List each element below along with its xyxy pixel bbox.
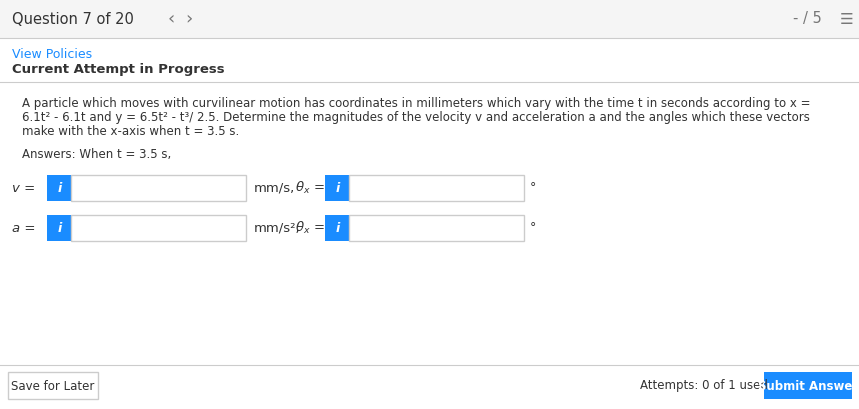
Text: i: i bbox=[336, 222, 340, 234]
FancyBboxPatch shape bbox=[8, 372, 98, 399]
Text: ‹: ‹ bbox=[168, 10, 175, 28]
Text: - / 5: - / 5 bbox=[793, 11, 822, 27]
FancyBboxPatch shape bbox=[764, 372, 852, 399]
Text: $\theta_x$ =: $\theta_x$ = bbox=[295, 180, 325, 196]
Text: i: i bbox=[336, 182, 340, 195]
FancyBboxPatch shape bbox=[325, 175, 351, 201]
Text: a =: a = bbox=[12, 222, 35, 234]
FancyBboxPatch shape bbox=[349, 215, 524, 241]
Text: Save for Later: Save for Later bbox=[11, 380, 94, 393]
Text: Answers: When t = 3.5 s,: Answers: When t = 3.5 s, bbox=[22, 148, 171, 161]
FancyBboxPatch shape bbox=[47, 175, 73, 201]
Text: °: ° bbox=[530, 222, 536, 234]
FancyBboxPatch shape bbox=[71, 215, 246, 241]
FancyBboxPatch shape bbox=[71, 175, 246, 201]
Text: i: i bbox=[58, 182, 62, 195]
Text: ›: › bbox=[185, 10, 192, 28]
Text: Submit Answer: Submit Answer bbox=[758, 380, 858, 393]
Text: mm/s,: mm/s, bbox=[254, 182, 295, 195]
Text: °: ° bbox=[530, 182, 536, 195]
Text: make with the x-axis when t = 3.5 s.: make with the x-axis when t = 3.5 s. bbox=[22, 125, 240, 138]
FancyBboxPatch shape bbox=[0, 38, 859, 409]
Text: 6.1t² - 6.1t and y = 6.5t² - t³/ 2.5. Determine the magnitudes of the velocity v: 6.1t² - 6.1t and y = 6.5t² - t³/ 2.5. De… bbox=[22, 111, 810, 124]
Text: mm/s²,: mm/s², bbox=[254, 222, 301, 234]
Text: v =: v = bbox=[12, 182, 35, 195]
Text: i: i bbox=[58, 222, 62, 234]
Text: Question 7 of 20: Question 7 of 20 bbox=[12, 11, 134, 27]
Text: View Policies: View Policies bbox=[12, 49, 92, 61]
FancyBboxPatch shape bbox=[47, 215, 73, 241]
FancyBboxPatch shape bbox=[349, 175, 524, 201]
Text: ☰: ☰ bbox=[840, 11, 854, 27]
Text: Current Attempt in Progress: Current Attempt in Progress bbox=[12, 63, 224, 76]
Text: A particle which moves with curvilinear motion has coordinates in millimeters wh: A particle which moves with curvilinear … bbox=[22, 97, 811, 110]
Text: $\theta_x$ =: $\theta_x$ = bbox=[295, 220, 325, 236]
Text: Attempts: 0 of 1 used: Attempts: 0 of 1 used bbox=[640, 380, 768, 393]
FancyBboxPatch shape bbox=[325, 215, 351, 241]
FancyBboxPatch shape bbox=[0, 0, 859, 38]
